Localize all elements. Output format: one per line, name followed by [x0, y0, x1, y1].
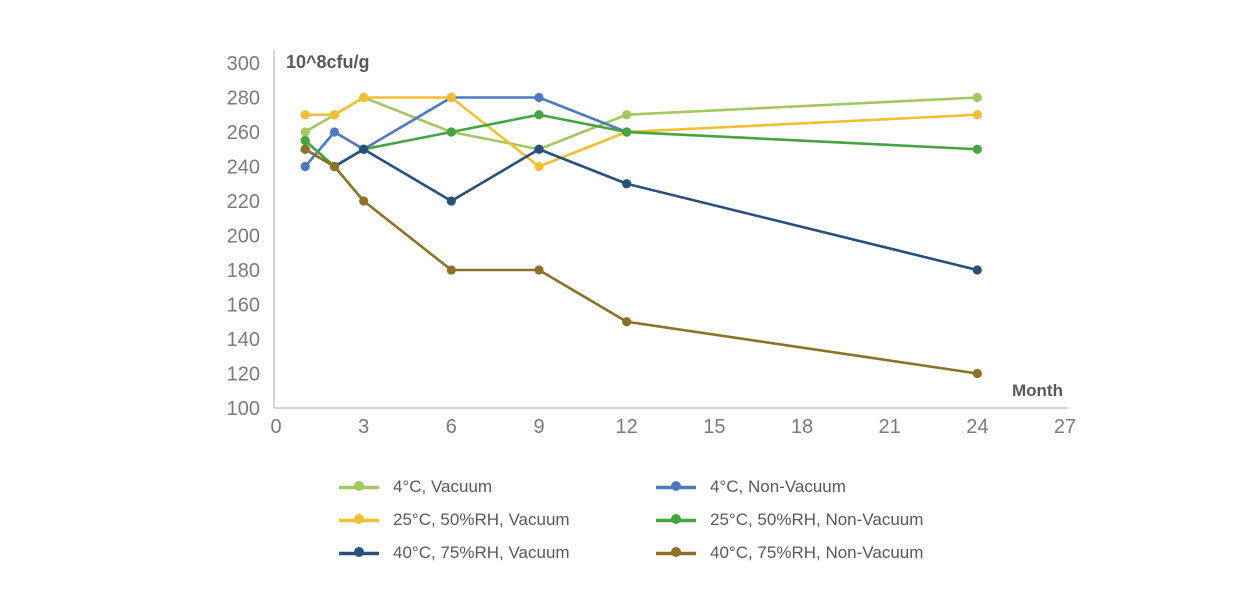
- series-point: [622, 317, 632, 327]
- series-point: [972, 368, 982, 379]
- series-point: [446, 265, 456, 275]
- legend-label: 25°C, 50%RH, Vacuum: [393, 509, 570, 529]
- series-point: [446, 92, 456, 103]
- y-tick-label: 220: [227, 191, 260, 213]
- series-point: [534, 110, 544, 120]
- legend-label: 40°C, 75%RH, Vacuum: [393, 542, 570, 562]
- series-point: [534, 144, 544, 154]
- legend-label: 4°C, Non-Vacuum: [710, 476, 846, 496]
- series-point: [359, 144, 369, 154]
- chart-legend: 4°C, Vacuum 4°C, Non-Vacuum 25°C, 50%RH, V…: [338, 475, 923, 564]
- legend-item: 4°C, Vacuum: [338, 475, 655, 498]
- series-point: [359, 196, 369, 206]
- series-line-1: [303, 96, 628, 168]
- x-tick-label: 18: [791, 416, 813, 438]
- series-point: [446, 196, 456, 206]
- series-point: [329, 110, 340, 120]
- y-tick-label: 180: [227, 260, 260, 282]
- x-tick-label: 3: [358, 416, 369, 438]
- x-tick-label: 27: [1054, 416, 1076, 438]
- series-point: [329, 161, 340, 172]
- legend-swatch-icon: [339, 547, 379, 557]
- y-tick-label: 100: [227, 398, 260, 420]
- series-point: [534, 92, 544, 103]
- y-tick-label: 200: [227, 226, 260, 248]
- series-point: [359, 92, 369, 103]
- series-point: [534, 161, 544, 172]
- legend-item: 25°C, 50%RH, Non-Vacuum: [655, 508, 923, 531]
- legend-swatch-icon: [656, 481, 696, 491]
- series-point: [300, 110, 310, 120]
- y-tick-label: 260: [227, 122, 260, 144]
- series-point: [972, 144, 982, 154]
- y-tick-label: 280: [227, 88, 260, 110]
- legend-swatch-icon: [656, 547, 696, 557]
- series-point: [300, 127, 310, 137]
- series-point: [622, 179, 632, 189]
- series-point: [972, 110, 982, 120]
- legend-swatch-icon: [656, 514, 696, 524]
- series-point: [534, 265, 544, 275]
- legend-swatch-icon: [339, 514, 379, 524]
- series-point: [300, 144, 310, 154]
- series-point: [446, 127, 456, 137]
- y-tick-label: 140: [227, 329, 260, 351]
- y-tick-label: 120: [227, 364, 260, 386]
- series-point: [972, 265, 982, 275]
- series-line-5: [303, 147, 979, 375]
- series-point: [622, 110, 632, 120]
- x-tick-label: 15: [703, 416, 725, 438]
- x-tick-label: 21: [879, 416, 901, 438]
- legend-label: 4°C, Vacuum: [393, 476, 493, 496]
- y-tick-label: 160: [227, 295, 260, 317]
- x-tick-label: 0: [270, 416, 281, 438]
- x-tick-label: 12: [616, 416, 638, 438]
- series-point: [329, 127, 340, 137]
- legend-swatch-icon: [339, 481, 379, 491]
- series-line-4: [303, 147, 979, 272]
- legend-item: 40°C, 75%RH, Non-Vacuum: [655, 541, 923, 564]
- x-tick-label: 9: [533, 416, 544, 438]
- series-line-3: [303, 113, 979, 168]
- series-point: [622, 127, 632, 137]
- y-tick-label: 240: [227, 157, 260, 179]
- x-tick-label: 24: [966, 416, 988, 438]
- series-point: [972, 92, 982, 103]
- legend-item: 25°C, 50%RH, Vacuum: [338, 508, 655, 531]
- y-tick-label: 300: [227, 53, 260, 75]
- x-tick-label: 6: [446, 416, 457, 438]
- legend-label: 40°C, 75%RH, Non-Vacuum: [710, 542, 924, 562]
- x-axis-label: Month: [1012, 381, 1063, 400]
- line-chart: 300 280 260 240 220 200 180 160 140 120 100 0 3 6 9 12 1…: [227, 50, 1076, 438]
- series-point: [300, 136, 310, 146]
- legend-item: 4°C, Non-Vacuum: [655, 475, 923, 498]
- legend-label: 25°C, 50%RH, Non-Vacuum: [710, 509, 924, 529]
- chart-title: 10^8cfu/g: [286, 52, 370, 72]
- series-point: [300, 161, 310, 172]
- legend-item: 40°C, 75%RH, Vacuum: [338, 541, 655, 564]
